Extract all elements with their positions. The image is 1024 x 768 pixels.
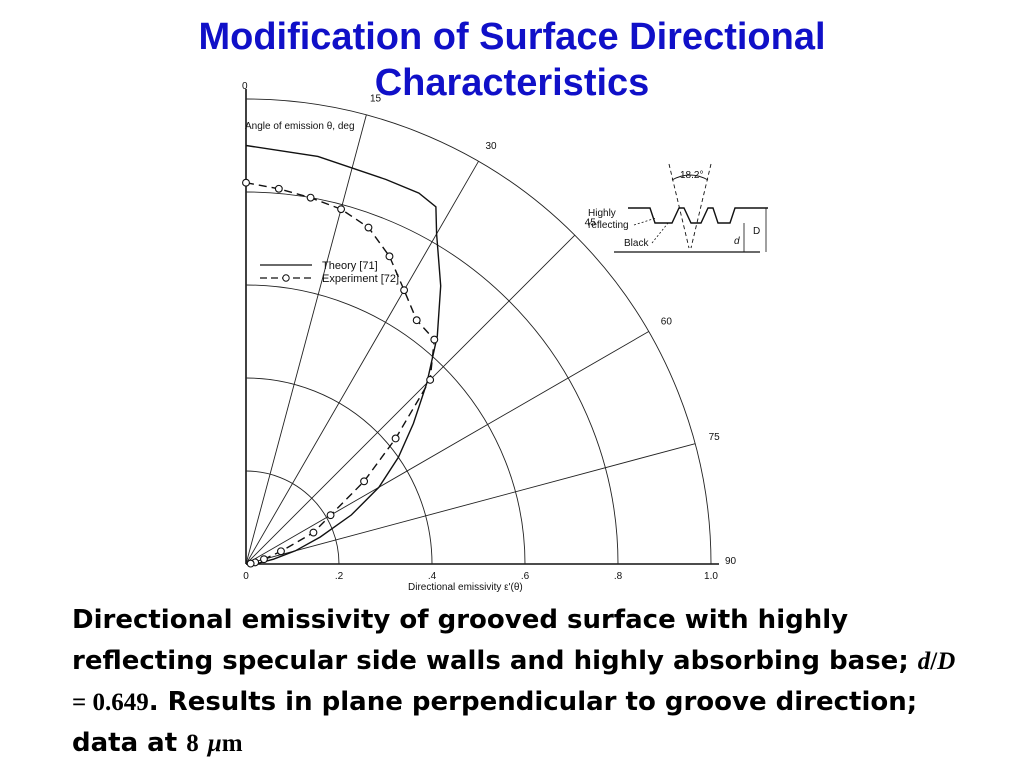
formula-var-D: D bbox=[937, 648, 956, 675]
formula-value: = 0.649 bbox=[72, 689, 149, 716]
inset-label-highly: Highly bbox=[588, 208, 616, 219]
experiment-point bbox=[260, 555, 268, 564]
grid-spoke bbox=[245, 443, 696, 565]
caption-part2: . Results in plane perpendicular to groo… bbox=[72, 687, 918, 758]
experiment-point bbox=[242, 178, 250, 187]
radial-tick-label: .6 bbox=[521, 571, 530, 582]
slide-title-line2: Characteristics bbox=[374, 62, 650, 104]
experiment-point bbox=[426, 375, 435, 384]
inset-leader-black bbox=[651, 222, 669, 244]
groove-cone-right bbox=[690, 163, 712, 249]
groove-angle-label: 18.2° bbox=[680, 170, 703, 181]
angle-axis-label: Angle of emission θ, deg bbox=[245, 121, 355, 132]
radial-tick-label: .4 bbox=[428, 571, 437, 582]
slide-title-line1: Modification of Surface Directional bbox=[198, 16, 826, 58]
wavelength-unit: m bbox=[221, 730, 243, 757]
angle-tick-label: 30 bbox=[485, 141, 497, 152]
dim-label-D: D bbox=[753, 226, 760, 237]
experiment-curve bbox=[245, 182, 436, 565]
experiment-point bbox=[277, 547, 285, 556]
experiment-point bbox=[246, 559, 255, 568]
radial-tick-label: .8 bbox=[614, 571, 623, 582]
angle-tick-label: 0 bbox=[242, 81, 248, 92]
polar-grid bbox=[245, 89, 719, 565]
dim-label-d: d bbox=[734, 236, 740, 247]
inset-label-reflecting: reflecting bbox=[588, 220, 629, 231]
radial-axis-label: Directional emissivity ε'(θ) bbox=[408, 582, 523, 593]
experiment-point bbox=[337, 205, 346, 214]
experiment-point bbox=[430, 335, 439, 344]
experiment-point bbox=[412, 316, 421, 325]
radial-tick-label: 0 bbox=[243, 571, 249, 582]
slide-title: Modification of Surface Directional Char… bbox=[0, 14, 1024, 106]
angle-tick-label: 45 bbox=[585, 217, 597, 228]
grid-spoke bbox=[245, 234, 576, 565]
experiment-point bbox=[385, 252, 394, 261]
grid-spoke bbox=[245, 161, 479, 565]
formula-slash: / bbox=[930, 648, 938, 675]
inset-label-black: Black bbox=[624, 238, 649, 249]
tick-labels: 0 .2 .4 .6 .8 1.0 0 15 30 45 60 75 90 bbox=[242, 81, 737, 582]
experiment-point bbox=[364, 223, 373, 232]
experiment-point bbox=[309, 528, 318, 537]
caption-part1: Directional emissivity of grooved surfac… bbox=[72, 605, 918, 676]
groove-angle-arc bbox=[671, 174, 709, 181]
experiment-point bbox=[360, 477, 369, 486]
radial-tick-label: .2 bbox=[335, 571, 344, 582]
legend-theory-label: Theory [71] bbox=[322, 260, 378, 272]
legend-experiment-label: Experiment [72] bbox=[322, 273, 399, 285]
grid-spoke bbox=[245, 114, 367, 565]
inset-leader-reflecting bbox=[633, 217, 657, 226]
groove-profile bbox=[628, 207, 768, 224]
radial-tick-label: 1.0 bbox=[704, 571, 718, 582]
polar-emissivity-chart: 0 .2 .4 .6 .8 1.0 0 15 30 45 60 75 90 Theory [71] Ex… bbox=[242, 81, 768, 593]
experiment-point bbox=[274, 184, 283, 193]
theory-curve bbox=[245, 144, 442, 565]
angle-tick-label: 75 bbox=[709, 432, 721, 443]
groove-inset-diagram: 18.2° Highly reflecting Black d D bbox=[588, 163, 768, 253]
experiment-point bbox=[400, 286, 409, 295]
wavelength-value: 8 bbox=[186, 730, 199, 757]
angle-tick-label: 60 bbox=[661, 317, 673, 328]
legend-experiment-marker bbox=[282, 274, 290, 282]
groove-cone-left bbox=[668, 163, 690, 249]
wavelength-mu: μ bbox=[207, 730, 222, 757]
legend: Theory [71] Experiment [72] bbox=[260, 260, 399, 285]
angle-tick-label: 90 bbox=[725, 556, 737, 567]
grid-spoke bbox=[245, 331, 649, 565]
figure-caption: Directional emissivity of grooved surfac… bbox=[72, 600, 972, 764]
experiment-point bbox=[391, 434, 400, 443]
data-series bbox=[242, 144, 442, 568]
experiment-point bbox=[326, 511, 335, 520]
angle-tick-label: 15 bbox=[370, 93, 382, 104]
experiment-point bbox=[306, 193, 315, 202]
formula-var-d: d bbox=[917, 648, 931, 675]
